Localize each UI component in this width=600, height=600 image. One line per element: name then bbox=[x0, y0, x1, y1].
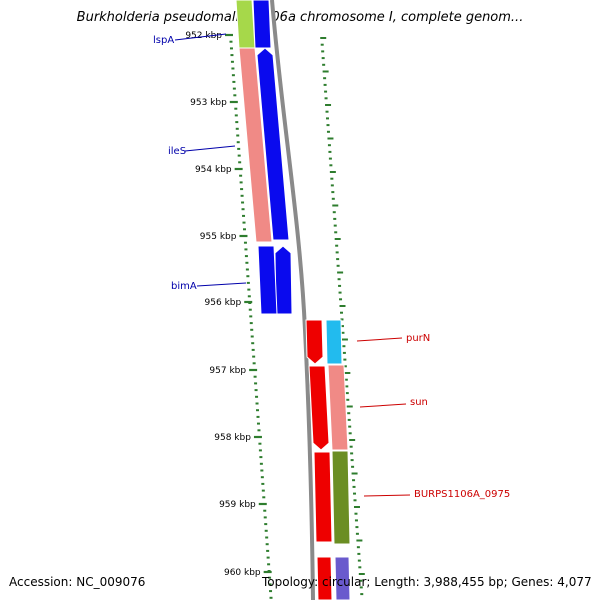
gene-label-BURPS1106A_0975[interactable]: BURPS1106A_0975 bbox=[414, 489, 510, 500]
leader-line-BURPS1106A_0975 bbox=[363, 494, 411, 497]
feature-bimA-arrow-b[interactable] bbox=[274, 245, 293, 315]
leader-line-bimA bbox=[196, 282, 247, 287]
feature-category-lspA[interactable] bbox=[235, 0, 256, 49]
chromosome-backbone bbox=[270, 0, 315, 600]
tick-label: 952 kbp bbox=[185, 31, 222, 41]
topology-summary-text: Topology: circular; Length: 3,988,455 bp… bbox=[262, 575, 592, 589]
backbone-track bbox=[270, 0, 315, 600]
feature-sun-arrow[interactable] bbox=[308, 365, 330, 451]
tick-label: 960 kbp bbox=[224, 568, 261, 578]
tick-label: 954 kbp bbox=[195, 165, 232, 175]
feature-category-next[interactable] bbox=[334, 556, 351, 600]
tick-label: 955 kbp bbox=[200, 232, 237, 242]
gene-label-purN[interactable]: purN bbox=[406, 333, 430, 344]
leader-line-purN bbox=[356, 337, 403, 342]
major-ticks: 952 kbp 953 kbp 954 kbp 955 kbp 956 kbp 957 k… bbox=[185, 31, 272, 578]
tick-label: 959 kbp bbox=[219, 500, 256, 510]
feature-bimA-block[interactable] bbox=[257, 245, 278, 315]
tick-label: 957 kbp bbox=[209, 366, 246, 376]
accession-text: Accession: NC_009076 bbox=[9, 575, 146, 589]
label-leader-lines bbox=[174, 33, 411, 497]
gene-label-lspA[interactable]: lspA bbox=[153, 35, 174, 46]
feature-purN-arrow[interactable] bbox=[305, 319, 324, 365]
feature-category-BURPS1106A_0975[interactable] bbox=[331, 450, 351, 545]
feature-category-sun[interactable] bbox=[327, 364, 349, 451]
leader-line-sun bbox=[359, 403, 407, 408]
outer-minor-ticks bbox=[320, 37, 365, 596]
leader-line-ileS bbox=[184, 145, 236, 152]
gene-label-ileS[interactable]: ileS bbox=[168, 146, 186, 157]
tick-label: 956 kbp bbox=[205, 298, 242, 308]
feature-category-purN[interactable] bbox=[325, 319, 343, 365]
map-title: Burkholderia pseudomallei 1106a chromoso… bbox=[76, 10, 524, 25]
leader-line-lspA bbox=[174, 33, 227, 41]
feature-category-ileS[interactable] bbox=[238, 47, 273, 243]
feature-ileS-arrow[interactable] bbox=[256, 47, 290, 241]
feature-BURPS1106A_0975-block[interactable] bbox=[313, 451, 333, 543]
feature-tracks[interactable] bbox=[235, 0, 351, 600]
feature-lspA-block[interactable] bbox=[252, 0, 272, 49]
gene-labels[interactable]: lspA ileS bimA purN sun BURPS1106A_0975 bbox=[153, 35, 510, 500]
tick-label: 953 kbp bbox=[190, 98, 227, 108]
feature-next-red-block[interactable] bbox=[316, 556, 333, 600]
gene-label-sun[interactable]: sun bbox=[410, 397, 428, 408]
tick-label: 958 kbp bbox=[214, 433, 251, 443]
gene-label-bimA[interactable]: bimA bbox=[171, 281, 197, 292]
